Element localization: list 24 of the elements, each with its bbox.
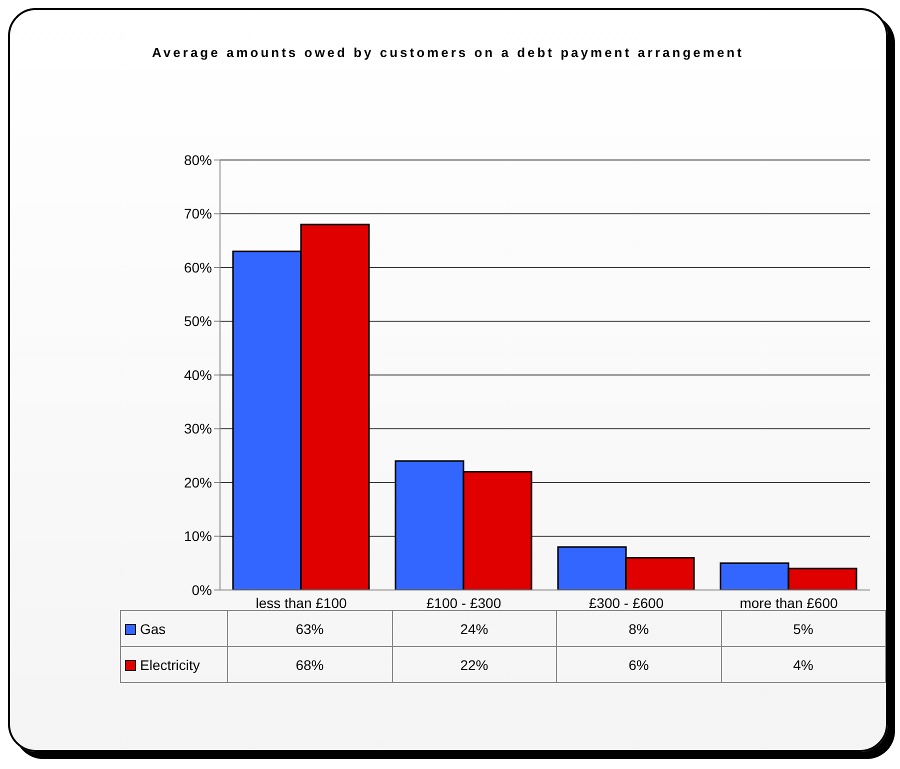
data-label: 8%: [556, 610, 721, 646]
y-tick-label: 10%: [184, 528, 212, 544]
legend-label: Gas: [120, 610, 228, 646]
data-label: 22%: [392, 646, 556, 682]
x-tick-label: £300 - £600: [588, 594, 664, 611]
x-tick-label: less than £100: [256, 594, 347, 611]
data-label: 63%: [228, 610, 392, 646]
data-label: 5%: [721, 610, 886, 646]
data-label: 6%: [556, 646, 721, 682]
y-tick-label: 40%: [184, 366, 212, 383]
y-tick-label: 50%: [184, 313, 212, 330]
y-tick-label: 30%: [184, 420, 212, 437]
data-label: 68%: [228, 646, 392, 682]
data-label: 24%: [392, 610, 556, 646]
y-tick-label: 80%: [184, 152, 212, 168]
legend-label: Electricity: [120, 646, 228, 682]
y-tick-label: 70%: [184, 206, 212, 222]
x-tick-label: more than £600: [740, 594, 838, 611]
y-tick-label: 60%: [184, 259, 212, 276]
data-label: 4%: [721, 646, 886, 682]
x-tick-label: £100 - £300: [426, 594, 502, 611]
y-tick-label: 20%: [184, 474, 212, 490]
y-tick-label: 0%: [192, 582, 212, 598]
chart-title: Average amounts owed by customers on a debt payment arrangement: [151, 44, 745, 62]
